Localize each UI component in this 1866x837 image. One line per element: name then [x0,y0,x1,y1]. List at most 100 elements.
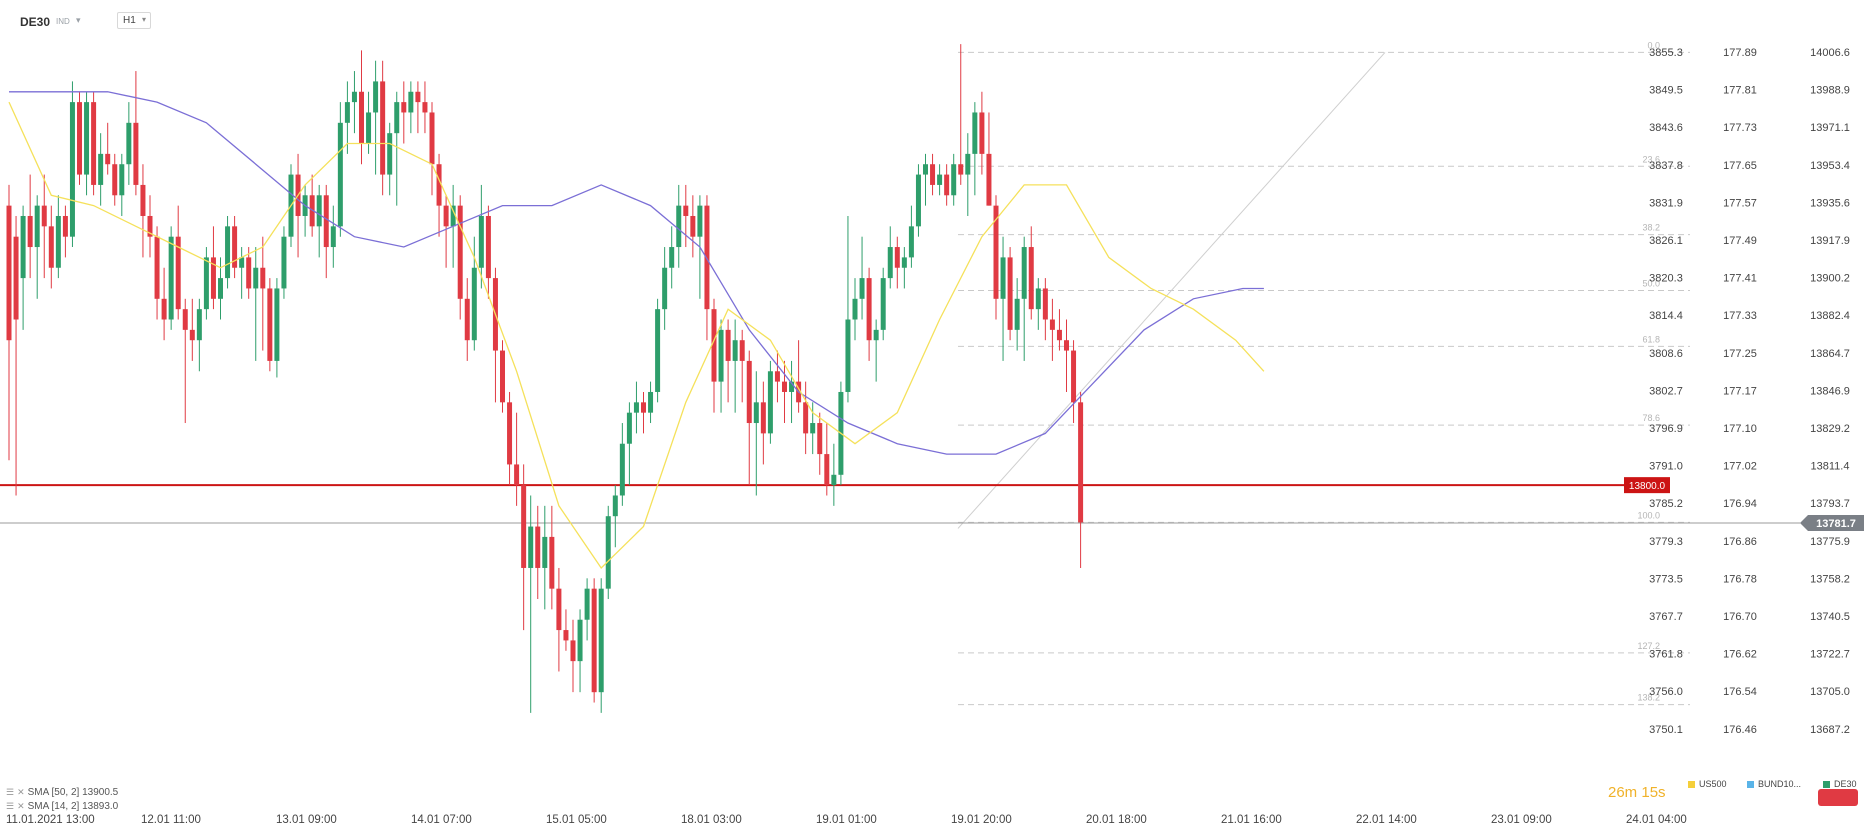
timeframe-select[interactable]: H1 ▾ [117,12,151,29]
candle-body [175,236,181,310]
candle-body [337,122,343,227]
symbol-type-label: IND [56,17,70,26]
y-tick-bund: 176.62 [1723,649,1757,661]
settings-icon[interactable]: ☰ [6,787,15,797]
candle-body [232,226,238,268]
candle-body [944,174,950,196]
y-tick-de30: 13900.2 [1810,273,1850,285]
y-tick-de30: 13953.4 [1810,160,1850,172]
fibonacci-levels: 0.0 23.6 38.2 50.0 61.8 78.6 100.0 127.2 138.2 [957,40,1690,706]
candle-body [887,247,893,279]
y-tick-bund: 177.41 [1723,273,1757,285]
y-tick-de30: 13740.5 [1810,611,1850,623]
candle-body [669,247,675,268]
candle-body [1000,257,1006,299]
candle-body [556,588,562,631]
candle-body [429,112,435,165]
legend-swatch [1688,780,1695,788]
legend-item-de30[interactable]: DE30 [1823,779,1857,789]
candle-body [84,102,90,175]
y-tick-bund: 176.78 [1723,573,1757,585]
candle-body [98,153,104,185]
x-tick-label: 22.01 14:00 [1356,814,1417,826]
indicator-label: SMA [14, 2] 13893.0 [27,801,119,812]
candle-body [852,298,858,320]
y-tick-us500: 3855.3 [1649,47,1683,59]
x-tick-label: 23.01 09:00 [1491,814,1552,826]
symbol-label[interactable]: DE30 [20,15,51,29]
candle-body [62,215,68,237]
candle-body [69,102,75,237]
candle-body [168,236,174,320]
candle-body [979,112,985,154]
y-tick-bund: 177.73 [1723,122,1757,134]
candle-body [789,381,795,392]
candle-body [1014,298,1020,330]
price-level-line-group: 13800.0 [0,477,1800,524]
y-tick-bund: 177.10 [1723,423,1757,435]
candle-body [239,257,245,268]
candle-body [140,184,146,216]
x-tick-label: 19.01 20:00 [951,814,1012,826]
candle-body [619,443,625,496]
y-tick-us500: 3785.2 [1649,498,1683,510]
y-tick-de30: 13917.9 [1810,235,1850,247]
candle-body [591,588,597,693]
x-tick-label: 14.01 07:00 [411,814,472,826]
y-tick-de30: 13705.0 [1810,686,1850,698]
close-icon[interactable]: ✕ [17,787,25,797]
y-tick-us500: 3808.6 [1649,348,1683,360]
last-price-tag [1800,515,1864,532]
fib-level-label: 100.0 [1637,510,1660,520]
y-tick-de30: 13811.4 [1811,461,1850,473]
candle-body [387,133,393,175]
legend-item-bund[interactable]: BUND10... [1747,779,1801,789]
y-tick-de30: 13988.9 [1810,85,1850,97]
candle-body [366,112,372,144]
candle-body [260,267,266,289]
settings-icon[interactable]: ☰ [6,801,15,811]
close-icon[interactable]: ✕ [17,801,25,811]
candle-body [6,205,12,341]
candle-body [20,215,26,279]
candle-body [281,236,287,289]
candle-body [972,112,978,154]
candle-body [542,536,548,568]
indicator-row-sma50[interactable]: ☰ ✕ SMA [50, 2] 13900.5 [6,787,118,798]
y-tick-de30: 13758.2 [1810,573,1850,585]
candle-body [718,329,724,382]
candle-body [577,619,583,662]
chevron-down-icon[interactable]: ▾ [76,15,81,25]
fib-level-label: 50.0 [1642,279,1660,289]
candle-body [993,205,999,299]
y-tick-us500: 3750.1 [1649,724,1683,736]
sma50-line [9,91,1264,455]
x-tick-label: 19.01 01:00 [816,814,877,826]
candle-body [767,371,773,434]
candle-body [570,640,576,662]
candle-body [690,215,696,237]
candle-body [626,412,632,444]
x-tick-label: 12.01 11:00 [141,814,201,826]
sma-lines [8,91,1265,570]
x-tick-label: 20.01 18:00 [1086,814,1147,826]
axes: 3855.3 177.89 14006.6 3849.5 177.81 13988.9 38… [6,47,1864,826]
candle-body [210,257,216,299]
candle-body [1064,340,1069,351]
candle-body [55,215,61,268]
candle-body [937,174,943,185]
candle-body [845,319,851,392]
y-tick-de30: 14006.6 [1810,47,1850,59]
candle-body [471,267,477,341]
legend-item-us500[interactable]: US500 [1688,779,1727,789]
indicator-row-sma14[interactable]: ☰ ✕ SMA [14, 2] 13893.0 [6,801,118,812]
candle-body [126,122,132,165]
indicator-label: SMA [50, 2] 13900.5 [27,787,119,798]
candle-body [133,122,139,185]
candle-body [704,205,710,310]
candle-body [535,526,541,568]
x-tick-label: 24.01 04:00 [1626,814,1687,826]
candle-body [478,215,484,268]
instrument-color-button[interactable] [1818,789,1858,806]
